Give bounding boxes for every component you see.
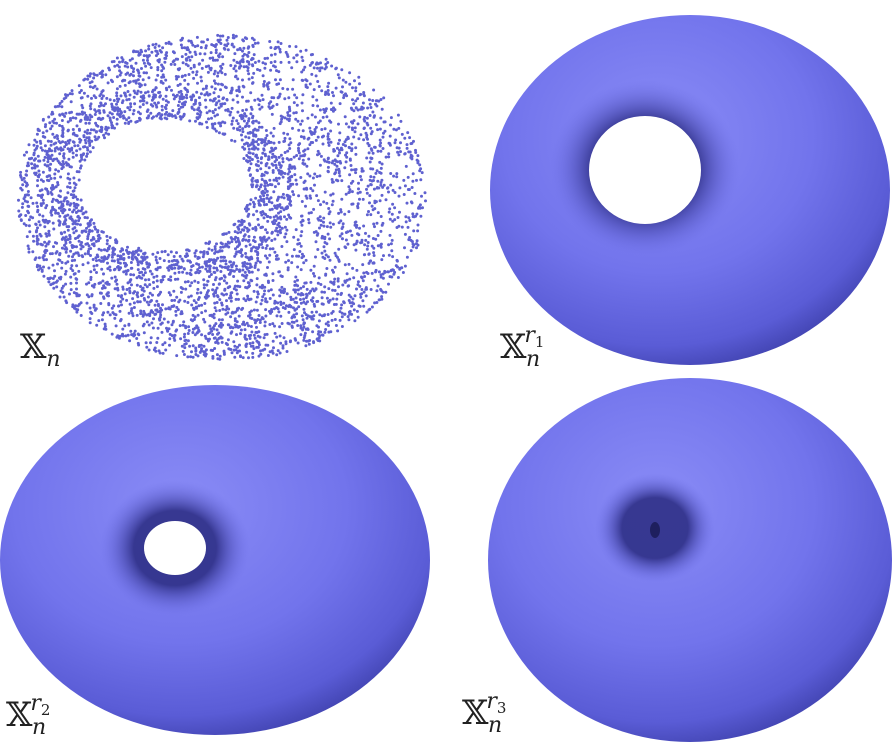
label-base: 𝕏 bbox=[462, 693, 489, 733]
torus-r2 bbox=[0, 385, 430, 735]
label-base: 𝕏 bbox=[500, 327, 527, 367]
label-base: 𝕏 bbox=[6, 695, 33, 735]
label-base: 𝕏 bbox=[20, 327, 47, 367]
point-cloud bbox=[17, 34, 427, 361]
torus-r1 bbox=[490, 15, 890, 365]
torus-r3 bbox=[488, 378, 892, 742]
label-sub: n bbox=[526, 347, 540, 372]
points bbox=[17, 34, 427, 361]
figure: 𝕏n 𝕏r1n 𝕏r2n 𝕏r3n bbox=[0, 0, 894, 745]
label-sub: n bbox=[32, 715, 46, 740]
label-sub: n bbox=[488, 713, 502, 738]
label-sub: n bbox=[46, 347, 60, 372]
panel-label: 𝕏n bbox=[20, 327, 61, 372]
